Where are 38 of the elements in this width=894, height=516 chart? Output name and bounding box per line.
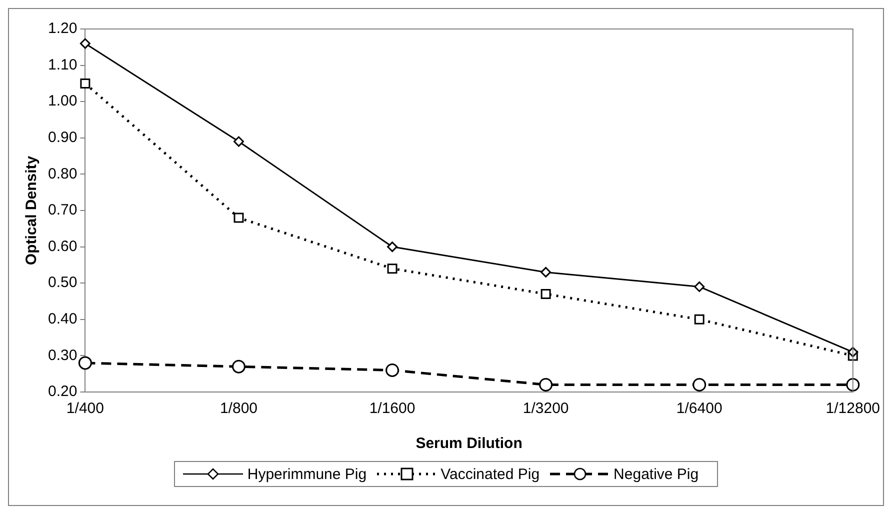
x-axis-title: Serum Dilution [416,435,522,452]
point [539,378,553,392]
y-axis-title: Optical Density [23,155,40,266]
y-tick-label: 0.50 [48,274,78,292]
point [692,378,706,392]
point [78,356,92,370]
x-tick-label: 1/12800 [826,400,880,418]
point [80,38,90,49]
point [846,378,860,392]
point [540,289,551,299]
x-tick-label: 1/800 [220,400,258,418]
point [234,212,244,223]
point [694,314,704,324]
legend-label: Hyperimmune Pig [247,466,367,482]
point [232,360,246,374]
y-tick-label: 1.00 [48,92,78,110]
x-tick-label: 1/3200 [522,400,569,418]
x-tick-label: 1/6400 [676,400,722,418]
x-tick-label: 1/400 [66,400,104,418]
point [80,78,90,88]
point [387,242,398,252]
y-tick-label: 1.10 [48,56,78,74]
y-tick-label: 0.80 [48,165,78,182]
y-tick-label: 0.70 [48,202,78,219]
point [387,264,398,274]
legend-label: Negative Pig [614,466,699,482]
y-tick-label: 0.30 [48,346,78,364]
point [540,266,552,278]
y-tick-label: 0.20 [48,383,78,400]
point [694,281,705,292]
point [233,136,244,147]
legend-label: Vaccinated Pig [440,466,540,482]
y-tick-label: 1.20 [48,20,78,38]
y-tick-label: 0.60 [48,238,78,255]
x-tick-label: 1/1600 [369,400,416,418]
point [386,363,400,377]
y-tick-label: 0.40 [48,310,78,328]
y-tick-label: 0.90 [48,129,78,146]
